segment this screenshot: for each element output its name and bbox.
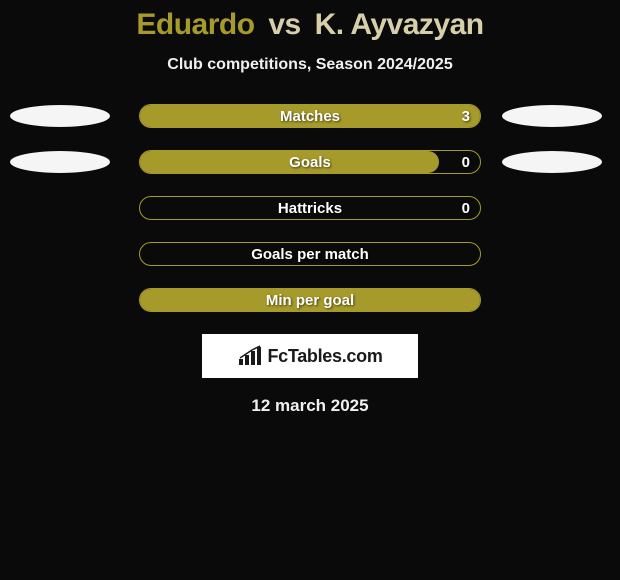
subtitle: Club competitions, Season 2024/2025 xyxy=(0,56,620,74)
player2-name: K. Ayvazyan xyxy=(315,8,484,41)
source-logo: FcTables.com xyxy=(202,334,418,378)
vs-separator: vs xyxy=(268,8,300,41)
date-text: 12 march 2025 xyxy=(0,396,620,416)
bar-chart-icon xyxy=(237,345,263,367)
stat-bar: Min per goal xyxy=(139,288,481,312)
stat-label: Hattricks xyxy=(278,200,342,217)
stat-value: 0 xyxy=(462,200,470,217)
stat-row: Matches 3 xyxy=(0,104,620,128)
stat-bar: Matches 3 xyxy=(139,104,481,128)
stat-bar: Hattricks 0 xyxy=(139,196,481,220)
stat-label: Goals per match xyxy=(251,246,369,263)
stat-row: Goals per match xyxy=(0,242,620,266)
right-oval xyxy=(502,105,602,127)
stats-rows: Matches 3 Goals 0 Hattricks 0 Goals per match M… xyxy=(0,104,620,312)
stat-row: Hattricks 0 xyxy=(0,196,620,220)
player1-name: Eduardo xyxy=(136,8,254,41)
stat-row: Min per goal xyxy=(0,288,620,312)
stat-value: 0 xyxy=(462,154,470,171)
left-oval xyxy=(10,151,110,173)
left-oval xyxy=(10,105,110,127)
stat-bar: Goals 0 xyxy=(139,150,481,174)
stat-label: Goals xyxy=(289,154,331,171)
stat-row: Goals 0 xyxy=(0,150,620,174)
comparison-title: Eduardo vs K. Ayvazyan xyxy=(0,8,620,42)
right-oval xyxy=(502,151,602,173)
stat-bar: Goals per match xyxy=(139,242,481,266)
stat-value: 3 xyxy=(462,108,470,125)
logo-text: FcTables.com xyxy=(267,346,382,367)
stat-label: Min per goal xyxy=(266,292,354,309)
stat-label: Matches xyxy=(280,108,340,125)
